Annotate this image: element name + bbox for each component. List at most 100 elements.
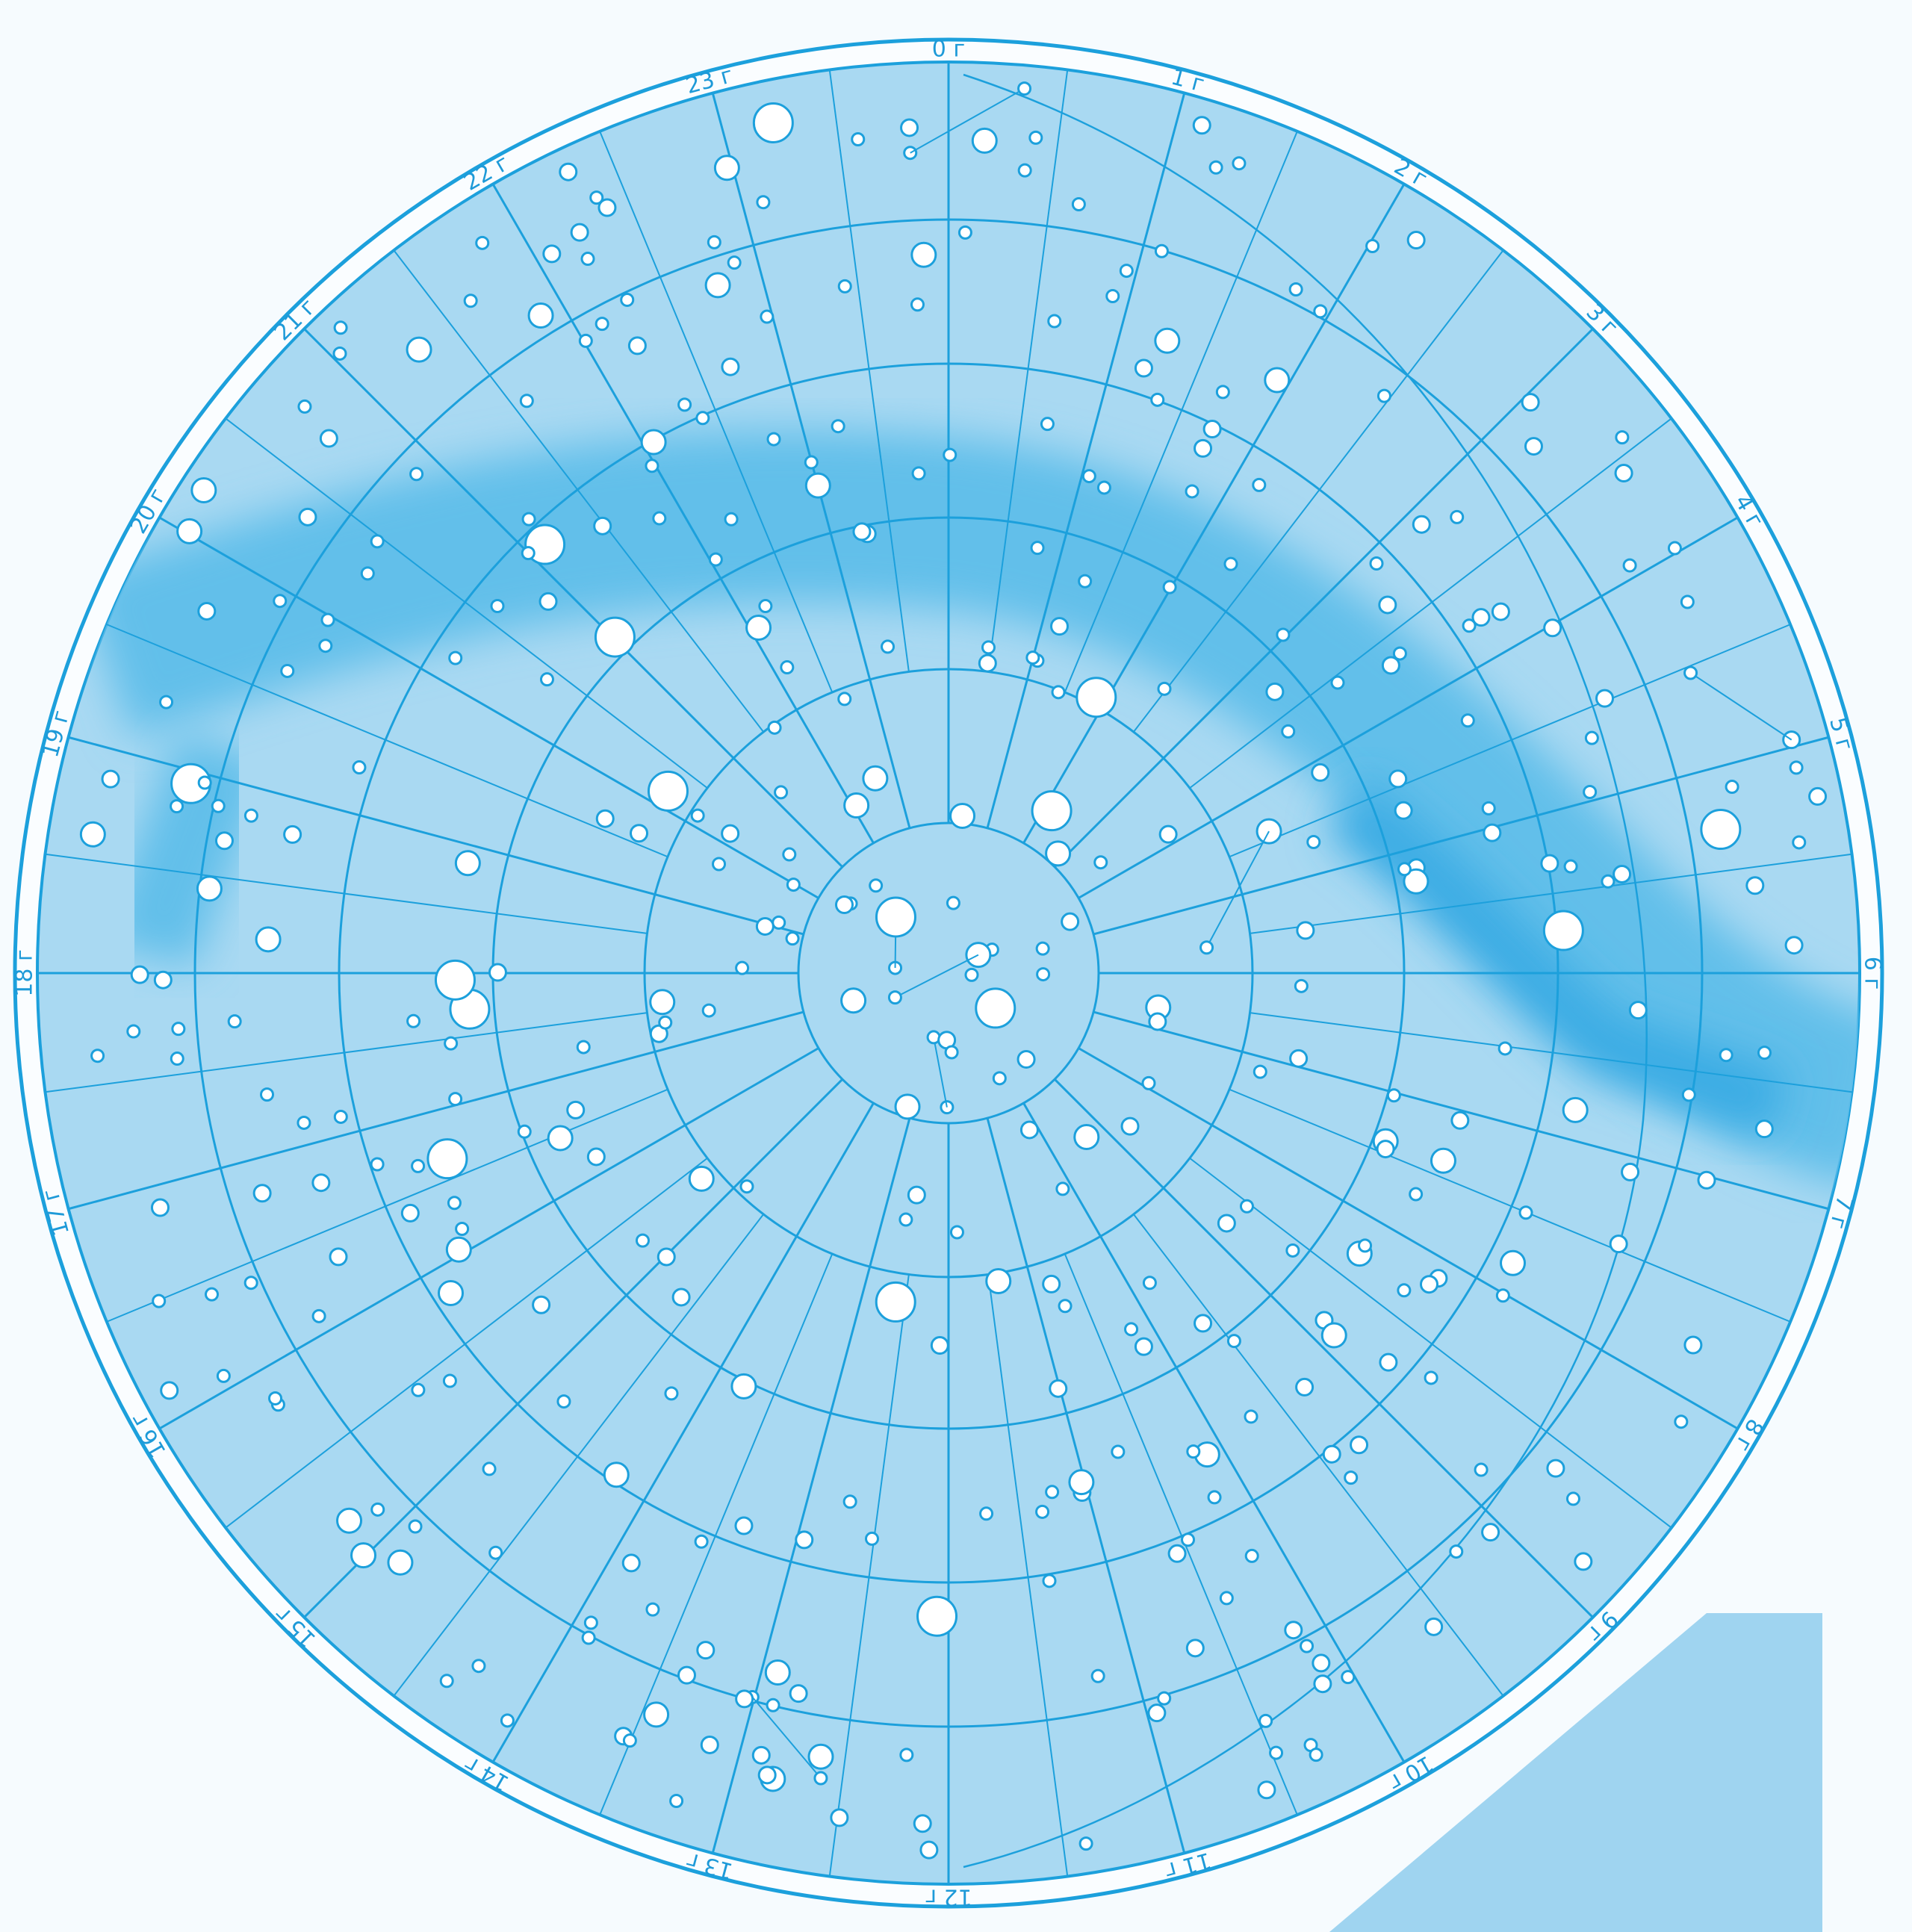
star	[170, 1052, 184, 1066]
star	[454, 850, 481, 877]
star	[455, 1222, 470, 1237]
star	[542, 244, 562, 264]
star	[739, 1179, 754, 1194]
star	[1181, 1532, 1196, 1547]
star	[1378, 595, 1397, 615]
star	[586, 1147, 606, 1167]
star	[170, 799, 184, 814]
star	[1565, 1491, 1580, 1506]
hour-line	[1078, 516, 1739, 899]
hour-line	[491, 1102, 875, 1763]
star	[782, 847, 797, 862]
star	[1217, 1214, 1236, 1233]
star	[1397, 1283, 1412, 1298]
star	[1296, 921, 1315, 940]
star	[813, 1771, 828, 1786]
star	[517, 1124, 532, 1139]
star	[329, 1247, 348, 1267]
star	[1471, 608, 1491, 627]
star	[243, 1276, 258, 1290]
star	[789, 1684, 808, 1703]
star	[1542, 910, 1584, 951]
star	[445, 1236, 472, 1263]
star	[1119, 264, 1134, 279]
hour-line	[986, 93, 1186, 829]
star	[1424, 1370, 1438, 1385]
star	[1036, 967, 1051, 982]
star	[1185, 1639, 1205, 1658]
star	[786, 878, 801, 892]
star	[1162, 580, 1177, 594]
star	[1028, 130, 1043, 145]
star	[677, 397, 692, 412]
star	[1253, 1064, 1267, 1079]
star	[521, 546, 536, 561]
star	[1430, 1147, 1456, 1174]
star	[1481, 801, 1496, 816]
star	[581, 1630, 596, 1645]
star	[1031, 790, 1073, 832]
hour-line	[1229, 1088, 1791, 1323]
star	[1017, 81, 1032, 96]
star	[766, 432, 781, 447]
star	[411, 1158, 426, 1173]
hour-line	[1064, 1253, 1298, 1815]
star	[197, 601, 217, 621]
star	[1239, 1199, 1254, 1214]
star	[539, 672, 554, 687]
constellation-line	[751, 1696, 822, 1779]
star	[760, 309, 775, 324]
star	[622, 1733, 637, 1748]
star	[1497, 1041, 1512, 1056]
star	[1379, 1352, 1398, 1372]
star	[176, 518, 203, 544]
star	[645, 459, 659, 473]
star	[964, 967, 979, 982]
star	[804, 455, 819, 470]
star	[695, 411, 710, 426]
star	[1285, 1243, 1300, 1258]
stars	[79, 81, 1828, 1860]
star	[439, 1674, 454, 1689]
hour-line	[68, 1010, 804, 1211]
constellation-line	[1205, 830, 1270, 948]
star	[593, 516, 612, 535]
star	[1674, 1414, 1689, 1429]
star	[1199, 940, 1214, 955]
star	[1609, 1234, 1628, 1254]
hour-line	[1054, 1078, 1594, 1618]
star	[1025, 650, 1040, 665]
hour-line	[599, 131, 834, 693]
star	[1090, 1668, 1105, 1683]
star	[595, 809, 615, 828]
star	[677, 1665, 696, 1685]
star	[1424, 1617, 1444, 1636]
star	[1244, 1548, 1259, 1563]
star	[899, 1748, 914, 1762]
star	[701, 1003, 716, 1018]
star	[757, 1765, 777, 1785]
star	[620, 292, 635, 307]
star	[1403, 868, 1430, 895]
star	[913, 1814, 932, 1833]
star	[559, 162, 578, 181]
star	[1369, 556, 1384, 571]
star	[1154, 243, 1169, 258]
star	[713, 155, 740, 181]
star	[160, 1381, 179, 1400]
star	[1322, 1444, 1341, 1464]
star	[1521, 393, 1540, 412]
star	[1460, 713, 1475, 728]
hour-line	[711, 1117, 911, 1854]
star	[1412, 515, 1431, 534]
star	[992, 1071, 1007, 1086]
star	[755, 916, 775, 936]
star	[978, 653, 997, 673]
hour-line	[1132, 1214, 1504, 1697]
star	[1105, 288, 1120, 303]
star	[1546, 1459, 1565, 1478]
star	[1055, 1181, 1070, 1196]
star	[1167, 1544, 1187, 1563]
star	[196, 875, 223, 902]
star	[538, 591, 558, 611]
